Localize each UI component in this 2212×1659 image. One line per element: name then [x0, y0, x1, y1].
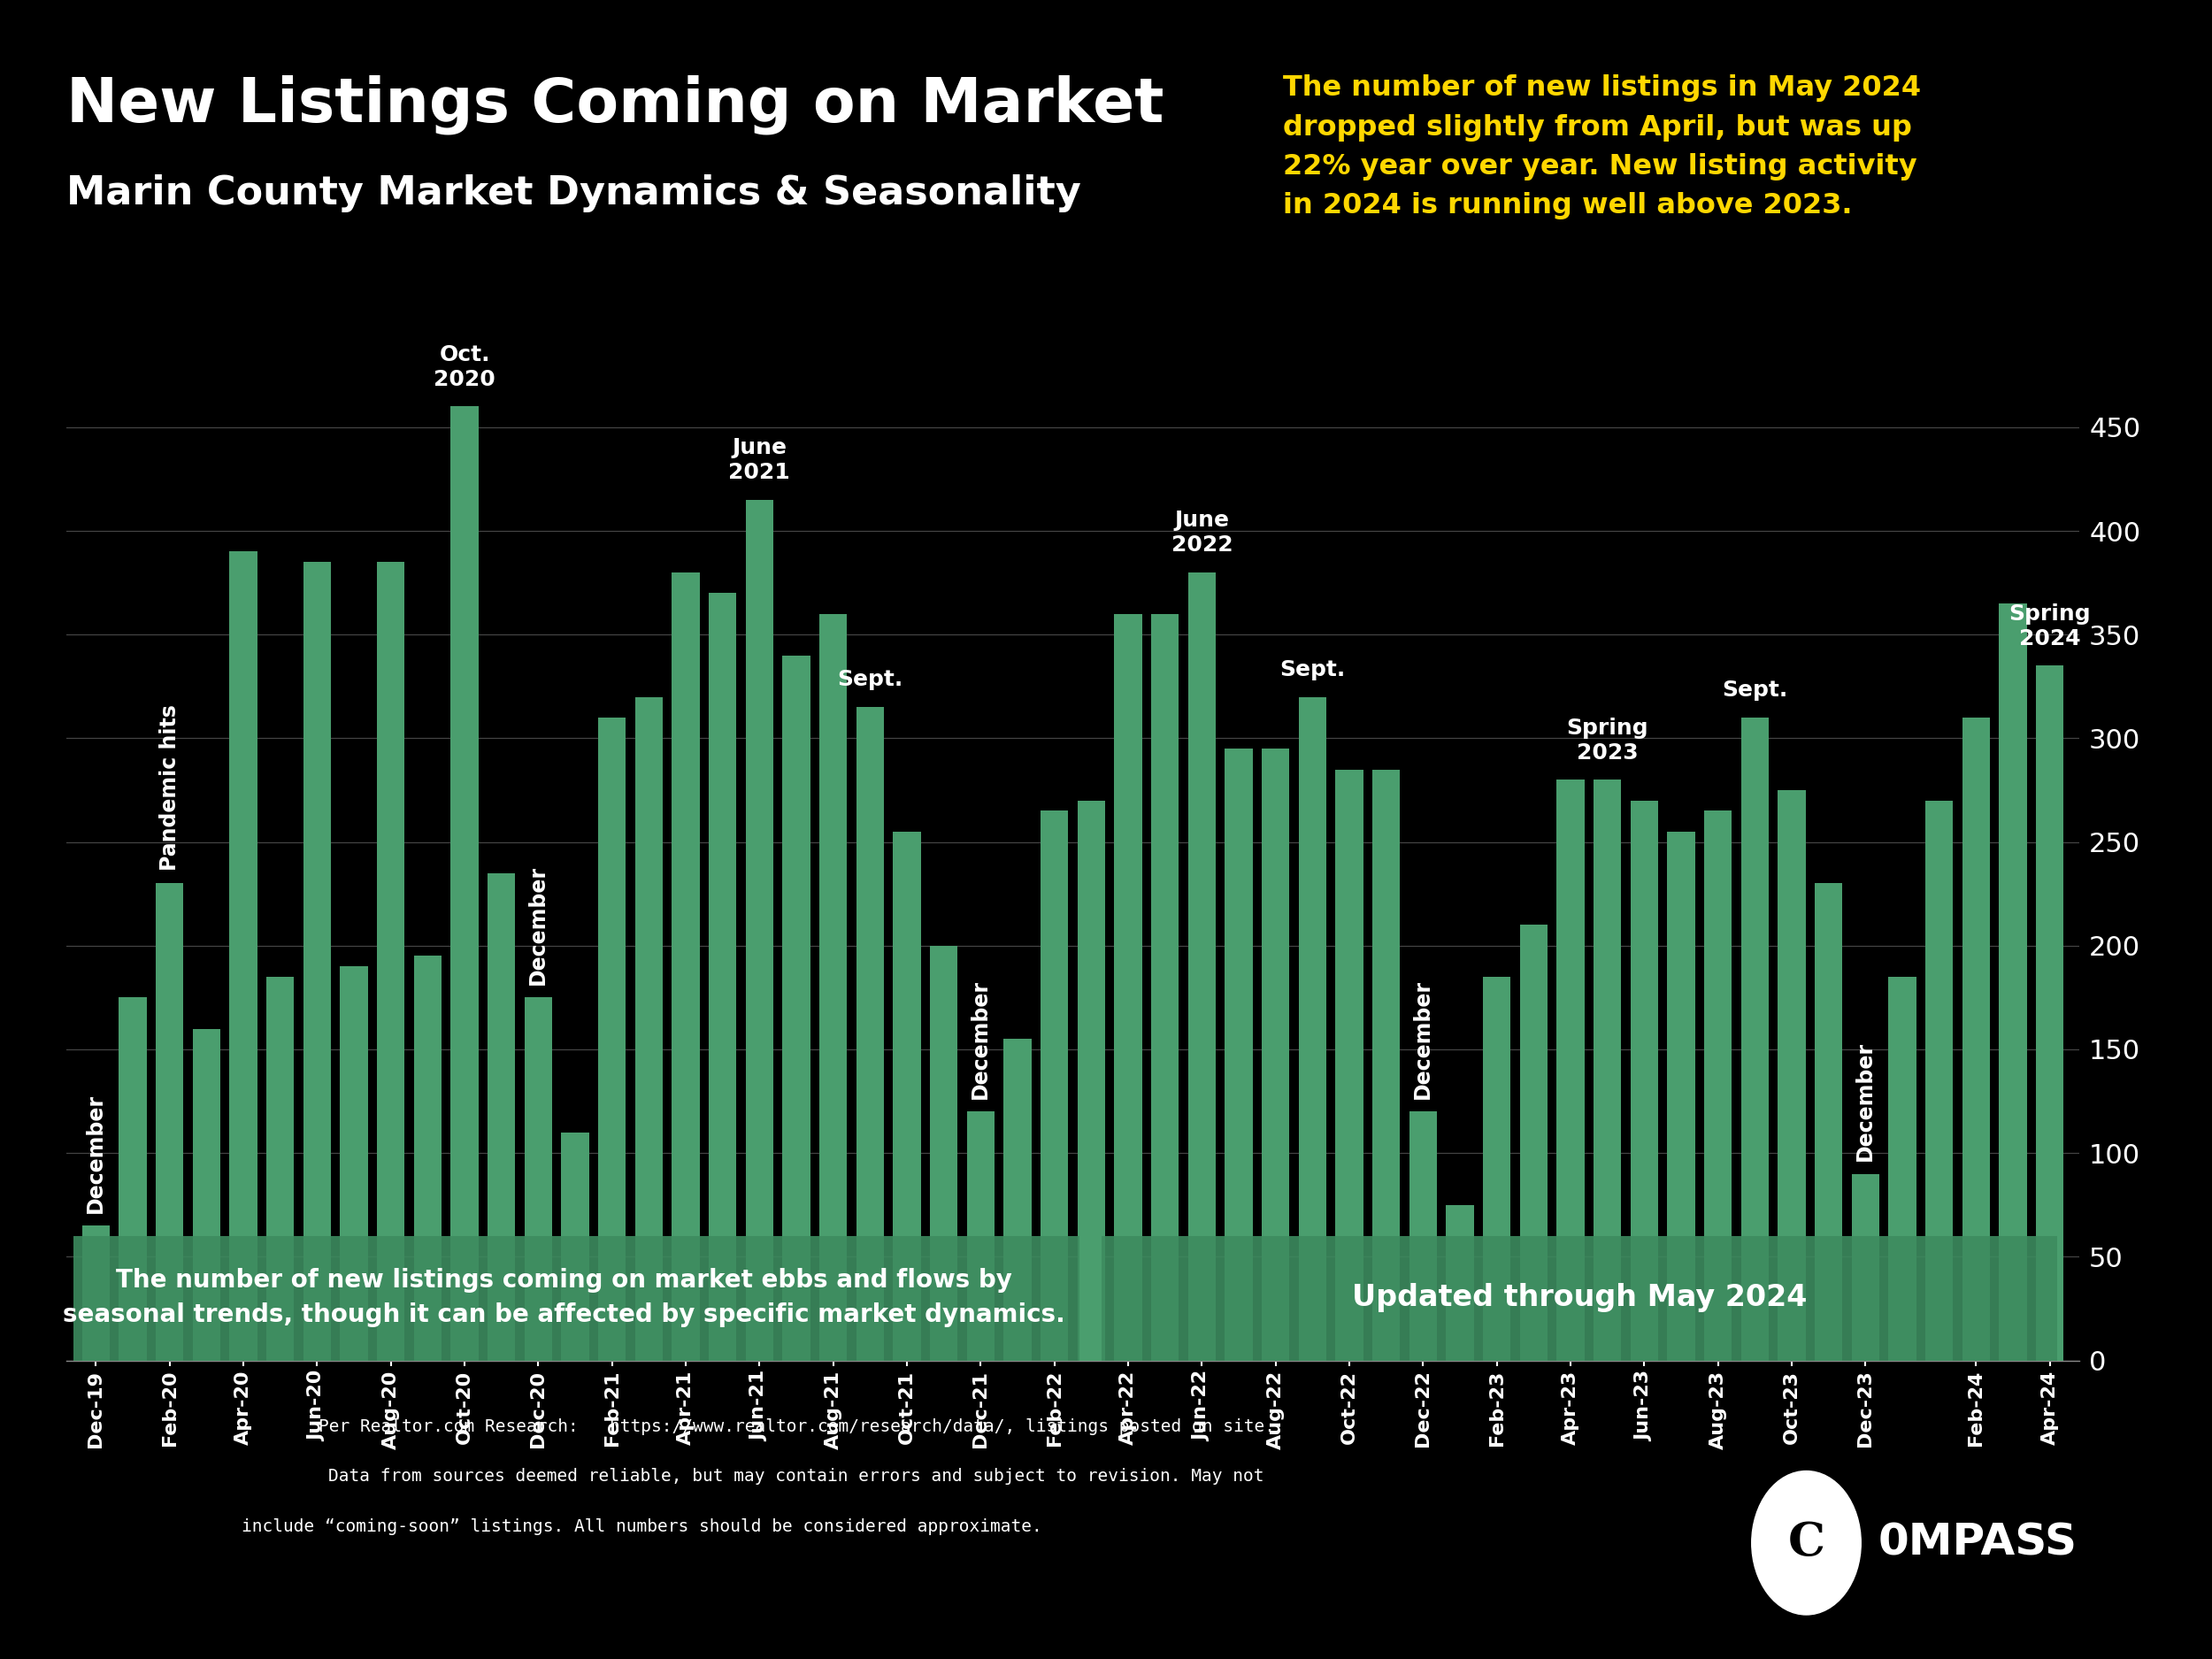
Bar — [783, 655, 810, 1360]
Bar — [818, 614, 847, 1360]
Bar — [1557, 780, 1584, 1360]
Bar — [1409, 1112, 1438, 1360]
Bar — [1298, 697, 1327, 1360]
Bar — [1962, 717, 1991, 1360]
Text: June
2022: June 2022 — [1170, 509, 1232, 556]
Bar — [487, 873, 515, 1360]
Bar — [1371, 770, 1400, 1360]
Bar — [708, 592, 737, 1360]
Text: December: December — [971, 979, 991, 1098]
Bar — [303, 562, 332, 1360]
Bar — [1077, 800, 1106, 1360]
Bar — [1924, 800, 1953, 1360]
Text: Sept.: Sept. — [1279, 659, 1345, 680]
Text: The number of new listings in May 2024
dropped slightly from April, but was up
2: The number of new listings in May 2024 d… — [1283, 75, 1920, 219]
Text: Pandemic hits: Pandemic hits — [159, 705, 179, 871]
Bar — [341, 966, 367, 1360]
Bar — [524, 997, 553, 1360]
Text: Spring
2023: Spring 2023 — [1566, 717, 1648, 763]
Bar — [1630, 800, 1659, 1360]
Bar — [265, 977, 294, 1360]
Text: New Listings Coming on Market: New Listings Coming on Market — [66, 75, 1164, 134]
Bar — [1261, 748, 1290, 1360]
Bar — [929, 946, 958, 1360]
Text: Sept.: Sept. — [1721, 680, 1787, 700]
Bar — [1225, 748, 1252, 1360]
Bar — [230, 551, 257, 1360]
Text: June
2021: June 2021 — [728, 438, 790, 483]
Text: Updated through May 2024: Updated through May 2024 — [1352, 1282, 1807, 1312]
Bar — [376, 562, 405, 1360]
Bar — [745, 499, 774, 1360]
Bar — [1115, 614, 1141, 1360]
Bar — [1851, 1175, 1880, 1360]
Bar — [451, 406, 478, 1360]
Circle shape — [1752, 1472, 1860, 1614]
Bar — [967, 1112, 995, 1360]
Bar — [2000, 604, 2026, 1360]
Bar — [192, 1029, 221, 1360]
Bar — [1150, 614, 1179, 1360]
Bar — [1520, 926, 1548, 1360]
Text: Sept.: Sept. — [836, 669, 902, 690]
Bar — [155, 883, 184, 1360]
Bar — [1040, 811, 1068, 1360]
Text: December: December — [86, 1093, 106, 1213]
Bar — [562, 1131, 588, 1360]
Text: December: December — [529, 866, 549, 985]
Text: The number of new listings coming on market ebbs and flows by
seasonal trends, t: The number of new listings coming on mar… — [62, 1267, 1066, 1327]
Text: Data from sources deemed reliable, but may contain errors and subject to revisio: Data from sources deemed reliable, but m… — [330, 1468, 1265, 1485]
Bar — [82, 1226, 111, 1360]
Bar — [1741, 717, 1770, 1360]
Bar — [119, 997, 146, 1360]
Bar — [1188, 572, 1217, 1360]
Bar — [1593, 780, 1621, 1360]
Bar — [1814, 883, 1843, 1360]
Text: include “coming-soon” listings. All numbers should be considered approximate.: include “coming-soon” listings. All numb… — [241, 1518, 1042, 1535]
Text: Spring
2024: Spring 2024 — [2008, 604, 2090, 649]
Text: 0MPASS: 0MPASS — [1878, 1521, 2077, 1564]
Bar — [856, 707, 885, 1360]
Bar — [635, 697, 664, 1360]
Bar — [1703, 811, 1732, 1360]
Bar — [1004, 1039, 1031, 1360]
Bar — [597, 717, 626, 1360]
Text: Marin County Market Dynamics & Seasonality: Marin County Market Dynamics & Seasonali… — [66, 174, 1082, 212]
Bar — [1482, 977, 1511, 1360]
Bar — [1778, 790, 1805, 1360]
Text: December: December — [1856, 1042, 1876, 1161]
Bar — [1668, 831, 1694, 1360]
Text: Per Realtor.com Research:   https://www.realtor.com/research/data/, listings pos: Per Realtor.com Research: https://www.re… — [319, 1418, 1274, 1435]
Bar — [894, 831, 920, 1360]
Bar — [1336, 770, 1363, 1360]
Bar — [2035, 665, 2064, 1360]
Bar — [414, 956, 442, 1360]
Text: C: C — [1787, 1520, 1825, 1566]
Bar — [672, 572, 699, 1360]
Text: December: December — [1413, 979, 1433, 1098]
Bar — [1889, 977, 1916, 1360]
Text: Oct.
2020: Oct. 2020 — [434, 343, 495, 390]
Bar — [1447, 1204, 1473, 1360]
